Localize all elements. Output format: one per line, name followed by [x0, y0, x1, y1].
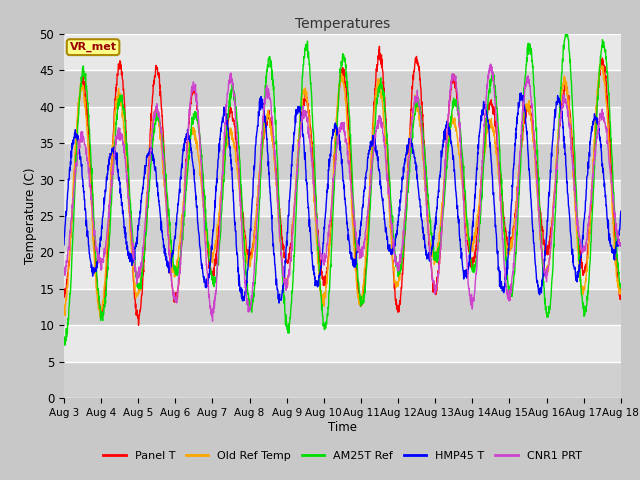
- CNR1 PRT: [359, 253, 367, 259]
- CNR1 PRT: [209, 318, 216, 324]
- Panel T: [60, 286, 68, 292]
- Bar: [64, 34, 621, 70]
- Bar: [64, 289, 621, 325]
- HMP45 T: [517, 90, 525, 96]
- Panel T: [505, 244, 513, 250]
- Line: Panel T: Panel T: [64, 46, 621, 325]
- CNR1 PRT: [487, 61, 495, 67]
- AM25T Ref: [584, 297, 591, 303]
- Old Ref Temp: [568, 144, 575, 150]
- Old Ref Temp: [60, 302, 68, 308]
- Bar: [64, 325, 621, 362]
- CNR1 PRT: [216, 230, 223, 236]
- AM25T Ref: [568, 94, 576, 100]
- HMP45 T: [568, 252, 576, 257]
- AM25T Ref: [563, 26, 570, 32]
- AM25T Ref: [359, 300, 367, 306]
- HMP45 T: [371, 135, 379, 141]
- Y-axis label: Temperature (C): Temperature (C): [24, 168, 36, 264]
- Line: CNR1 PRT: CNR1 PRT: [64, 64, 621, 321]
- Old Ref Temp: [596, 62, 604, 68]
- X-axis label: Time: Time: [328, 421, 357, 434]
- Old Ref Temp: [584, 256, 591, 262]
- Line: HMP45 T: HMP45 T: [64, 93, 621, 303]
- AM25T Ref: [61, 342, 68, 348]
- Bar: [64, 216, 621, 252]
- Title: Temperatures: Temperatures: [295, 17, 390, 31]
- HMP45 T: [275, 300, 283, 306]
- Bar: [64, 252, 621, 289]
- Panel T: [568, 135, 576, 141]
- HMP45 T: [359, 205, 367, 211]
- Bar: [64, 70, 621, 107]
- Legend: Panel T, Old Ref Temp, AM25T Ref, HMP45 T, CNR1 PRT: Panel T, Old Ref Temp, AM25T Ref, HMP45 …: [99, 447, 586, 466]
- Panel T: [359, 293, 367, 299]
- Line: Old Ref Temp: Old Ref Temp: [64, 65, 621, 317]
- CNR1 PRT: [568, 153, 576, 159]
- CNR1 PRT: [371, 137, 379, 143]
- Panel T: [376, 43, 383, 49]
- HMP45 T: [617, 208, 625, 214]
- Panel T: [216, 216, 223, 222]
- CNR1 PRT: [60, 264, 68, 270]
- AM25T Ref: [371, 124, 379, 130]
- Line: AM25T Ref: AM25T Ref: [64, 29, 621, 345]
- Panel T: [584, 248, 591, 254]
- Old Ref Temp: [504, 252, 512, 257]
- Bar: [64, 362, 621, 398]
- HMP45 T: [216, 141, 223, 146]
- HMP45 T: [584, 172, 591, 178]
- AM25T Ref: [216, 240, 223, 246]
- Old Ref Temp: [96, 314, 104, 320]
- Bar: [64, 107, 621, 143]
- Panel T: [617, 291, 625, 297]
- CNR1 PRT: [584, 229, 591, 235]
- AM25T Ref: [617, 282, 625, 288]
- Panel T: [134, 323, 142, 328]
- Old Ref Temp: [617, 289, 625, 295]
- Old Ref Temp: [216, 207, 223, 213]
- AM25T Ref: [504, 287, 512, 292]
- Old Ref Temp: [359, 297, 367, 302]
- Bar: [64, 143, 621, 180]
- CNR1 PRT: [505, 296, 513, 301]
- AM25T Ref: [60, 334, 68, 340]
- Old Ref Temp: [371, 105, 379, 111]
- HMP45 T: [504, 246, 512, 252]
- Bar: [64, 180, 621, 216]
- Panel T: [371, 91, 379, 96]
- CNR1 PRT: [617, 243, 625, 249]
- HMP45 T: [60, 242, 68, 248]
- Text: VR_met: VR_met: [70, 42, 116, 52]
